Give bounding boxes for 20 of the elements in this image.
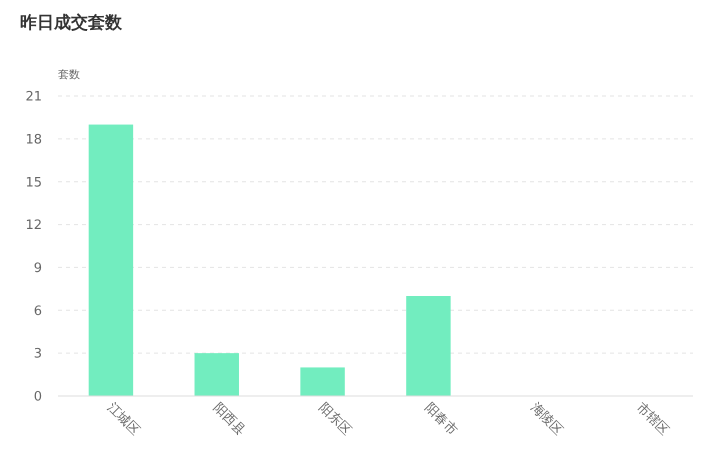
x-tick-label: 阳春市 — [422, 400, 460, 438]
y-tick-label: 12 — [25, 218, 42, 234]
bar — [406, 296, 451, 396]
x-tick-label: 江城区 — [104, 400, 142, 438]
bar — [88, 124, 134, 396]
y-tick-label: 6 — [34, 304, 42, 319]
y-tick-label: 9 — [34, 260, 42, 276]
y-tick-label: 0 — [34, 390, 42, 405]
x-tick-label: 市辖区 — [633, 400, 672, 438]
bar — [300, 367, 345, 396]
y-axis-title: 套数 — [58, 68, 80, 81]
y-tick-label: 18 — [25, 132, 42, 148]
y-tick-label: 15 — [25, 175, 42, 190]
y-tick-label: 21 — [25, 90, 42, 105]
x-tick-label: 阳西县 — [210, 400, 248, 438]
bar — [194, 353, 239, 396]
chart-title: 昨日成交套数 — [20, 13, 123, 33]
y-tick-label: 3 — [34, 346, 42, 362]
x-tick-label: 海陵区 — [527, 400, 566, 438]
x-tick-label: 阳东区 — [316, 400, 354, 438]
